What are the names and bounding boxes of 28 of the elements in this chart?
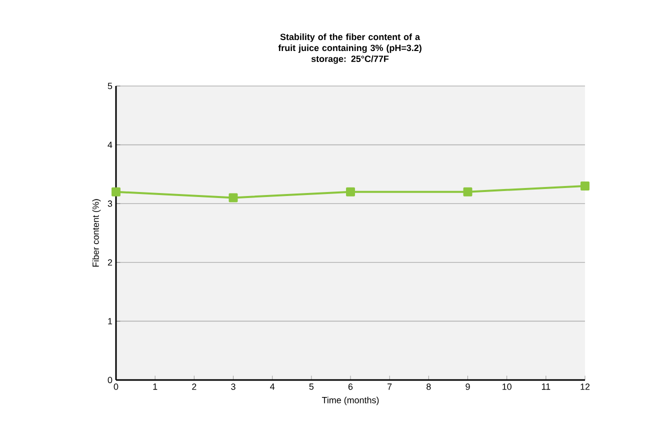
point — [463, 187, 472, 196]
chart-subtitle: storage: 25°C/77F — [311, 55, 389, 64]
chart-title: Stability of the fiber content of a fruit juice containing 3% (pH=3.2) — [278, 34, 422, 53]
x-tick-label: 3 — [231, 384, 236, 390]
x-tick-label: 10 — [502, 384, 512, 390]
x-tick-label: 9 — [466, 384, 470, 390]
x-tick-label: 1 — [153, 384, 158, 390]
x-tick-label: 7 — [388, 384, 392, 390]
x-axis-title: Time (months) — [322, 396, 379, 406]
x-tick-label: 11 — [542, 384, 550, 390]
point — [228, 193, 238, 202]
x-tick-label: 5 — [309, 384, 314, 390]
y-tick-label: 3 — [108, 200, 112, 207]
y-tick-label: 2 — [108, 259, 112, 266]
x-tick-label: 2 — [192, 384, 196, 390]
x-tick-label: 4 — [270, 384, 275, 390]
y-tick-label: 0 — [108, 376, 112, 384]
x-tick-label: 12 — [580, 384, 590, 390]
y-tick-label: 5 — [108, 82, 112, 90]
y-tick-label: 4 — [108, 142, 112, 148]
y-tick-label: 1 — [108, 318, 112, 324]
y-axis-title: Fiber content (%) — [92, 199, 101, 267]
point — [346, 187, 355, 196]
x-tick-label: 0 — [114, 384, 118, 390]
x-tick-label: 6 — [348, 384, 353, 390]
point — [580, 181, 590, 190]
point — [112, 187, 120, 196]
x-tick-label: 8 — [426, 384, 431, 390]
